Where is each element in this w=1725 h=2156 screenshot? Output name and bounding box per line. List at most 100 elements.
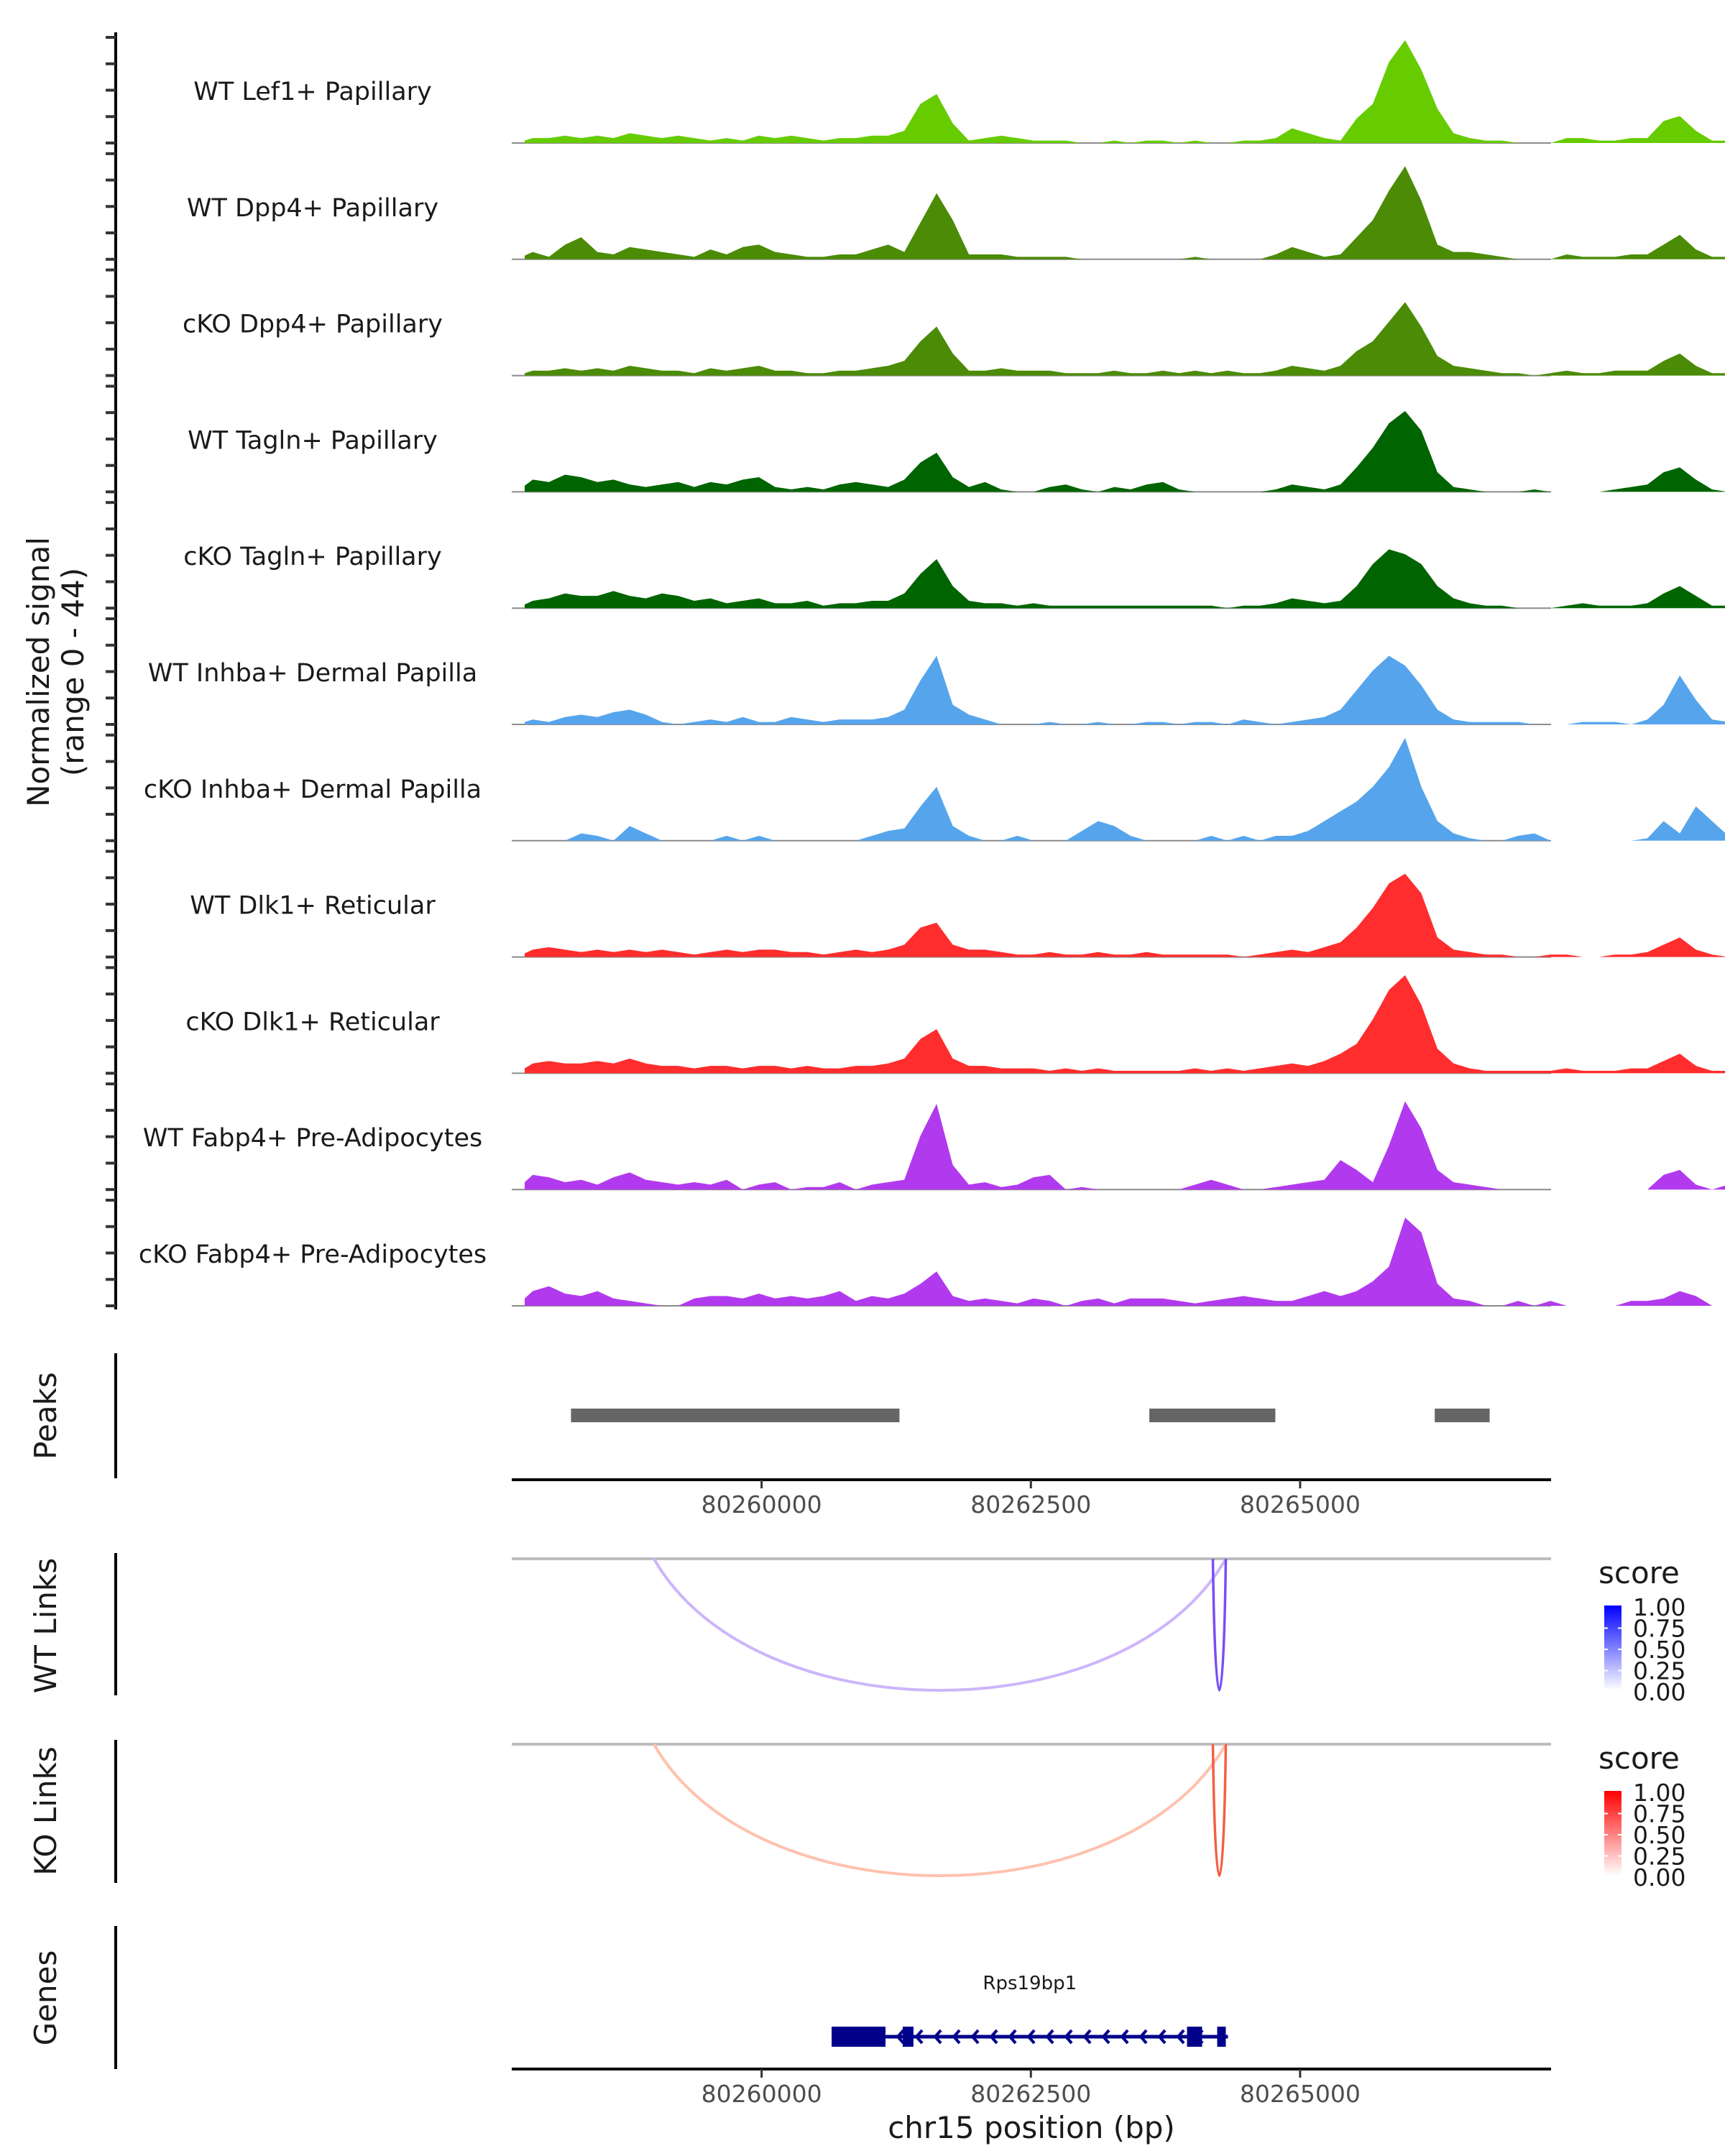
- coverage-tracks: WT Lef1+ Papillary WT Dpp4+ Papillary cKO …: [139, 40, 1725, 1307]
- link-arc: [1211, 1558, 1228, 1692]
- legend-tick-label: 1.00: [1633, 1593, 1685, 1621]
- coverage-track: WT Tagln+ Papillary: [188, 410, 1725, 493]
- coverage-area: [524, 737, 1725, 841]
- link-arc: [653, 1743, 1228, 1877]
- x-tick-label: 80262500: [970, 1491, 1091, 1519]
- coverage-track: WT Dlk1+ Reticular: [190, 873, 1725, 958]
- ko-links-label: KO Links: [28, 1746, 63, 1876]
- track-label: WT Tagln+ Papillary: [188, 426, 438, 455]
- coverage-track: WT Inhba+ Dermal Papilla: [148, 655, 1725, 725]
- track-label: cKO Dpp4+ Papillary: [183, 310, 443, 339]
- coverage-track: cKO Fabp4+ Pre-Adipocytes: [139, 1217, 1725, 1307]
- x-tick-label: 80265000: [1240, 1491, 1361, 1519]
- strand-arrow: [1138, 2029, 1148, 2045]
- peak-bar: [1435, 1409, 1490, 1422]
- wt-links-track: [653, 1558, 1228, 1692]
- coverage-area: [524, 40, 1725, 143]
- track-label: cKO Tagln+ Papillary: [183, 543, 442, 571]
- strand-arrow: [1101, 2029, 1110, 2045]
- ko-legend-title: score: [1598, 1741, 1680, 1776]
- legend-tick-label: 0.25: [1633, 1657, 1685, 1685]
- link-arc: [1211, 1743, 1228, 1877]
- gene: Rps19bp1: [832, 1973, 1228, 2047]
- ko-links-legend: score 1.000.750.500.250.00: [1598, 1741, 1685, 1892]
- coverage-area: [524, 975, 1725, 1074]
- coverage-area: [524, 1217, 1725, 1306]
- coverage-area: [524, 410, 1725, 492]
- strand-arrow: [1120, 2029, 1129, 2045]
- legend-tick-label: 0.75: [1633, 1615, 1685, 1643]
- peaks-side-label: Peaks: [28, 1372, 63, 1460]
- strand-arrow: [1008, 2029, 1017, 2045]
- strand-arrow: [1082, 2029, 1092, 2045]
- gene-name: Rps19bp1: [983, 1973, 1077, 1994]
- wt-legend-colorbar: [1604, 1606, 1622, 1690]
- ko-links-side-label: KO Links: [28, 1746, 63, 1876]
- gene-exon: [1217, 2027, 1226, 2047]
- y-axis-ticks: [106, 36, 116, 1307]
- strand-arrow: [989, 2029, 998, 2045]
- wt-legend-title: score: [1598, 1555, 1680, 1590]
- track-label: WT Dlk1+ Reticular: [190, 892, 436, 921]
- coverage-track: WT Fabp4+ Pre-Adipocytes: [143, 1101, 1725, 1191]
- genes-track: Rps19bp1: [832, 1973, 1228, 2047]
- legend-tick-label: 0.00: [1633, 1864, 1685, 1892]
- ko-legend-colorbar: [1604, 1791, 1622, 1876]
- y-axis-title: Normalized signal (range 0 - 44): [21, 537, 91, 807]
- track-label: WT Lef1+ Papillary: [193, 78, 432, 106]
- coverage-track: cKO Dpp4+ Papillary: [183, 302, 1725, 377]
- peak-bar: [571, 1409, 900, 1422]
- strand-arrow: [933, 2029, 942, 2045]
- track-label: cKO Fabp4+ Pre-Adipocytes: [139, 1240, 487, 1269]
- coverage-area: [524, 302, 1725, 376]
- peaks-track: [571, 1409, 1490, 1422]
- strand-arrow: [1026, 2029, 1036, 2045]
- legend-tick-label: 1.00: [1633, 1779, 1685, 1807]
- legend-tick-label: 0.50: [1633, 1821, 1685, 1849]
- peaks-label: Peaks: [28, 1372, 63, 1460]
- track-label: WT Fabp4+ Pre-Adipocytes: [143, 1124, 482, 1153]
- strand-arrow: [914, 2029, 924, 2045]
- coverage-area: [524, 655, 1725, 724]
- strand-arrow: [1157, 2029, 1167, 2045]
- legend-tick-label: 0.75: [1633, 1800, 1685, 1828]
- x-axis-bottom: 80260000 80262500 80265000: [702, 2069, 1361, 2108]
- strand-arrow: [1045, 2029, 1054, 2045]
- x-tick-label: 80260000: [702, 1491, 822, 1519]
- wt-links-legend: score 1.000.750.500.250.00: [1598, 1555, 1685, 1706]
- track-label: WT Dpp4+ Papillary: [187, 194, 438, 223]
- gene-exon: [1187, 2027, 1202, 2047]
- track-label: WT Inhba+ Dermal Papilla: [148, 659, 477, 688]
- coverage-area: [524, 1101, 1725, 1190]
- wt-links-label: WT Links: [28, 1558, 63, 1693]
- x-axis-top: 80260000 80262500 80265000: [702, 1480, 1361, 1519]
- gene-exon: [832, 2027, 886, 2047]
- wt-links-side-label: WT Links: [28, 1558, 63, 1693]
- legend-tick-label: 0.50: [1633, 1636, 1685, 1664]
- coverage-track: WT Lef1+ Papillary: [193, 40, 1725, 144]
- coverage-track: cKO Dlk1+ Reticular: [185, 975, 1725, 1074]
- coverage-area: [524, 873, 1725, 957]
- y-axis-title-line1: Normalized signal: [21, 537, 56, 807]
- track-label: cKO Dlk1+ Reticular: [185, 1008, 440, 1036]
- x-axis-title: chr15 position (bp): [888, 2110, 1175, 2145]
- strand-arrow: [1176, 2029, 1185, 2045]
- strand-arrow: [970, 2029, 980, 2045]
- ko-links-track: [653, 1743, 1228, 1877]
- coverage-track: cKO Inhba+ Dermal Papilla: [144, 737, 1725, 842]
- peak-bar: [1149, 1409, 1276, 1422]
- ko-legend-ticks: 1.000.750.500.250.00: [1604, 1779, 1685, 1892]
- link-arc: [653, 1558, 1228, 1692]
- coverage-track: WT Dpp4+ Papillary: [187, 166, 1725, 260]
- legend-tick-label: 0.25: [1633, 1843, 1685, 1871]
- x-tick-label: 80262500: [970, 2080, 1091, 2108]
- genes-label: Genes: [28, 1950, 63, 2046]
- coverage-area: [524, 549, 1725, 609]
- track-label: cKO Inhba+ Dermal Papilla: [144, 775, 482, 804]
- gene-exon: [902, 2027, 914, 2047]
- x-tick-label: 80265000: [1240, 2080, 1361, 2108]
- strand-arrow: [896, 2029, 905, 2045]
- x-tick-label: 80260000: [702, 2080, 822, 2108]
- strand-arrow: [952, 2029, 961, 2045]
- coverage-track: cKO Tagln+ Papillary: [183, 543, 1725, 609]
